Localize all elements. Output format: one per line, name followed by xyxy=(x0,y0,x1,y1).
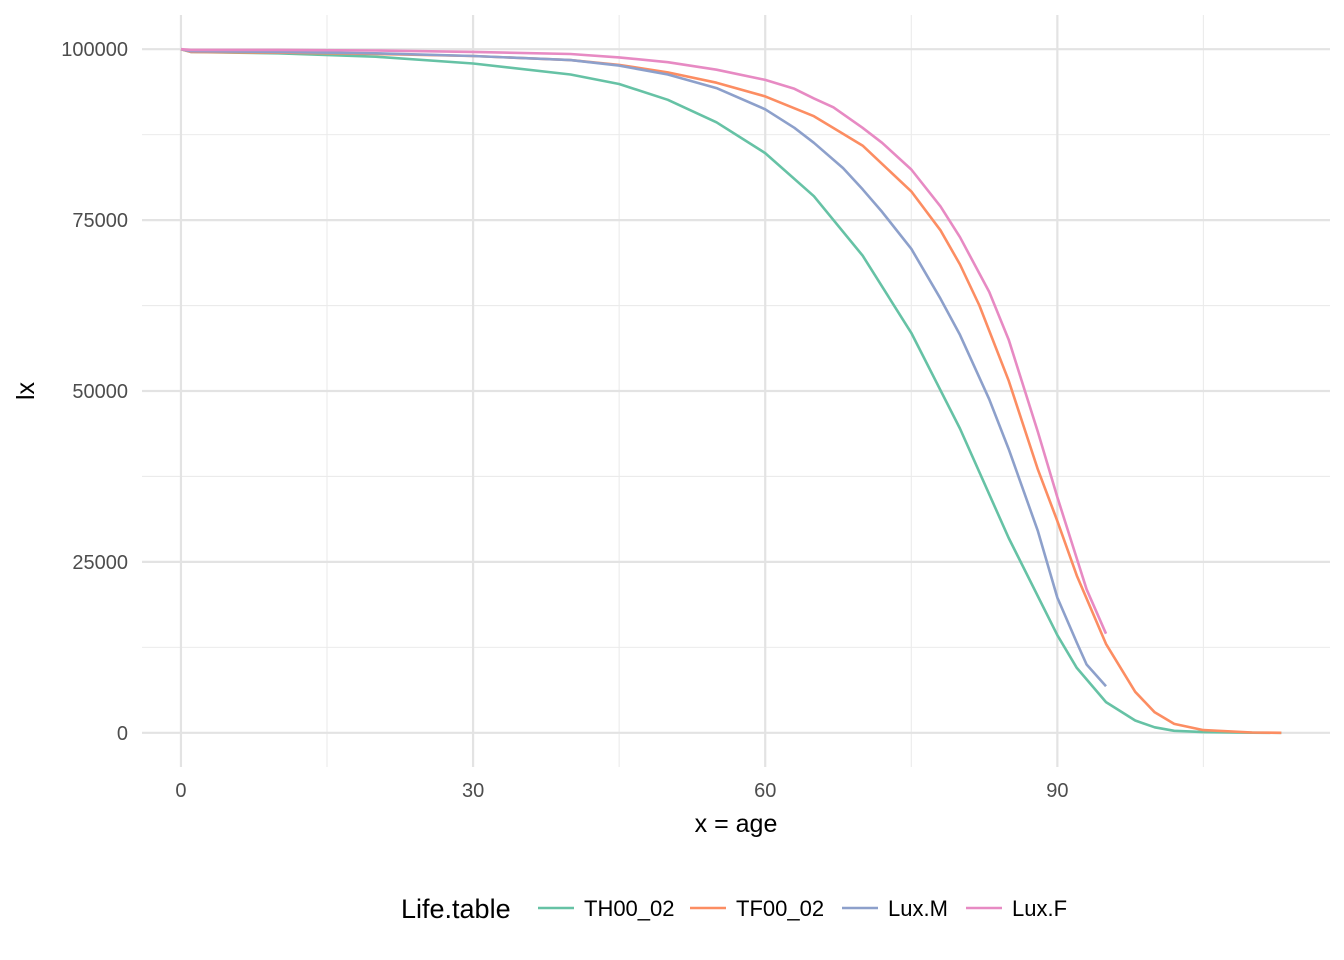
grid xyxy=(142,15,1330,767)
x-tick-label: 60 xyxy=(754,780,776,802)
y-tick-label: 25000 xyxy=(72,552,128,574)
legend-title: Life.table xyxy=(401,894,511,924)
legend-label-tf00-02: TF00_02 xyxy=(736,896,824,921)
x-tick-label: 90 xyxy=(1046,780,1068,802)
series-lines xyxy=(180,47,1282,735)
x-tick-label: 0 xyxy=(175,780,186,802)
series-line-th00-02 xyxy=(180,47,1282,735)
y-tick-label: 100000 xyxy=(61,39,128,61)
legend-label-th00-02: TH00_02 xyxy=(584,896,675,921)
series-line-lux-f xyxy=(180,47,1108,635)
axes: 0 30 60 90 0 25000 50000 75000 100000 xyxy=(61,39,1068,802)
x-tick-label: 30 xyxy=(462,780,484,802)
y-axis-title: lx xyxy=(12,381,40,400)
legend-label-lux-m: Lux.M xyxy=(888,896,948,921)
series-line-lux-m xyxy=(180,47,1107,688)
x-axis-title: x = age xyxy=(695,810,778,838)
y-tick-label: 75000 xyxy=(72,210,128,232)
y-tick-label: 0 xyxy=(117,723,128,745)
y-tick-label: 50000 xyxy=(72,381,128,403)
legend: Life.table TH00_02 TF00_02 Lux.M Lux.F xyxy=(401,894,1067,924)
legend-label-lux-f: Lux.F xyxy=(1012,896,1067,921)
